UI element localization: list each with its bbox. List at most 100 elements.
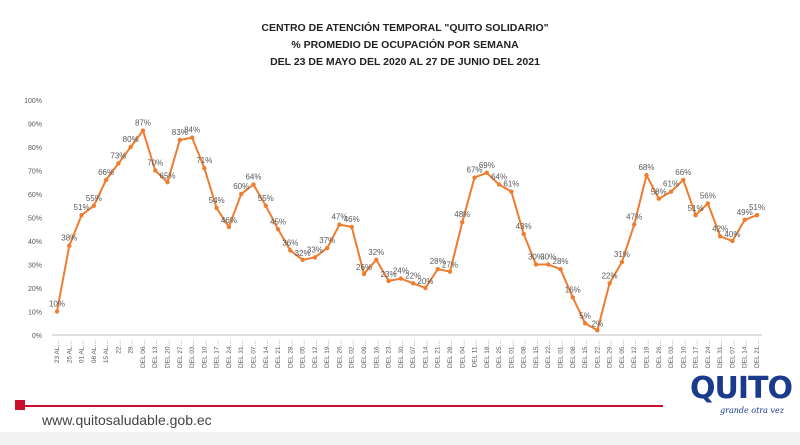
x-tick-label: DEL 06… [140,340,147,368]
data-label: 46% [221,216,237,225]
data-label: 51% [688,204,704,213]
x-tick-label: DEL 18… [484,340,491,368]
x-tick-label: DEL 17… [693,340,700,368]
data-label: 10% [49,300,65,309]
y-tick-label: 100% [24,98,42,105]
data-point [607,281,612,286]
x-tick-label: DEL 11… [472,340,479,367]
data-label: 66% [98,168,114,177]
x-tick-label: DEL 22… [594,340,601,368]
data-label: 61% [503,180,519,189]
x-tick-label: DEL 21… [754,340,761,368]
x-tick-label: DEL 10… [201,340,208,368]
data-point [116,161,121,166]
data-point [558,267,563,272]
x-tick-label: DEL 24… [705,340,712,368]
x-tick-label: DEL 30… [398,340,405,368]
data-point [521,231,526,237]
data-point [398,276,404,281]
data-label: 49% [737,208,753,217]
data-point [337,222,342,227]
data-point [251,182,256,187]
data-label: 30% [528,253,544,262]
data-label: 5% [579,311,591,320]
logo-wordmark: QUITO [690,371,793,406]
occupancy-line-chart: 0% 10% 20% 30% 40% 50% 60% 70% 80% 90% 100% 23 AL…… [24,98,765,368]
data-point [153,168,158,173]
data-point [681,177,686,183]
x-tick-label: DEL 26… [656,340,663,368]
x-tick-label: 22… [115,340,122,354]
data-point [79,212,84,218]
data-label: 64% [491,173,507,182]
data-label: 47% [331,213,347,222]
data-point [300,257,305,262]
data-point [202,165,207,171]
footer-url-link[interactable]: www.quitosaludable.gob.ec [42,412,212,428]
data-point [91,203,97,208]
data-point [546,262,551,267]
data-label: 70% [147,159,163,168]
data-label: 58% [651,188,667,197]
x-tick-label: DEL 10… [680,340,687,368]
x-tick-label: DEL 20… [165,340,172,368]
data-point [312,255,318,260]
data-point [263,203,268,208]
data-point [509,189,514,194]
data-label: 61% [663,180,679,189]
data-label: 26% [356,263,372,272]
data-point [582,321,588,326]
data-point [656,196,661,201]
y-tick-label: 80% [28,145,42,152]
data-point [165,180,170,185]
data-label: 46% [344,215,360,224]
x-tick-label: DEL 03… [668,340,675,368]
data-label: 36% [282,238,298,247]
data-point [275,227,281,232]
data-point [742,217,747,223]
x-tick-label: DEL 14… [422,340,429,368]
x-tick-label: DEL 03… [189,340,196,368]
x-tick-label: DEL 16… [373,340,380,368]
data-point [288,248,293,253]
data-label: 37% [319,236,335,245]
y-tick-label: 50% [28,216,42,223]
x-tick-label: DEL 01… [508,340,515,368]
x-tick-label: DEL 19… [643,340,650,368]
data-label: 64% [245,173,261,182]
data-point [54,309,60,314]
data-label: 69% [479,161,495,170]
data-label: 66% [675,168,691,177]
y-tick-label: 30% [28,263,42,270]
y-tick-label: 70% [28,169,42,176]
x-tick-label: DEL 14… [742,340,749,368]
data-label: 67% [467,166,483,175]
x-axis: 23 AL… 25 AL… 01 AL… 08 AL… 15 AL… 22… 29… DEL … [54,340,761,368]
data-label: 38% [61,234,77,243]
data-point [754,212,760,218]
data-label: 30% [540,253,556,262]
x-tick-label: DEL 12… [631,340,638,368]
data-point [693,212,698,218]
data-label: 87% [135,119,151,128]
data-point [460,220,465,225]
x-tick-label: DEL 04… [459,340,466,368]
data-point [226,224,232,230]
x-tick-label: DEL 07… [729,340,736,368]
x-tick-label: DEL 08… [521,340,528,368]
x-tick-label: 25 AL… [66,340,73,363]
data-point [472,175,477,180]
title-line-1: CENTRO DE ATENCIÓN TEMPORAL "QUITO SOLID… [261,22,549,34]
data-point [177,137,183,143]
quito-logo: QUITO grande otra vez [690,371,793,424]
x-tick-label: DEL 05… [619,340,626,368]
data-label: 45% [270,217,286,226]
series-occupancy: 10%38%51%55%66%73%80%87%70%65%83%84%71%5… [49,119,765,333]
data-point [705,201,711,206]
x-tick-label: DEL 01… [558,340,565,368]
x-tick-label: DEL 07… [250,340,257,368]
data-point [189,135,195,140]
x-tick-label: DEL 21… [275,340,282,368]
title-line-2: % PROMEDIO DE OCUPACIÓN POR SEMANA [291,39,519,51]
data-point [619,259,625,265]
